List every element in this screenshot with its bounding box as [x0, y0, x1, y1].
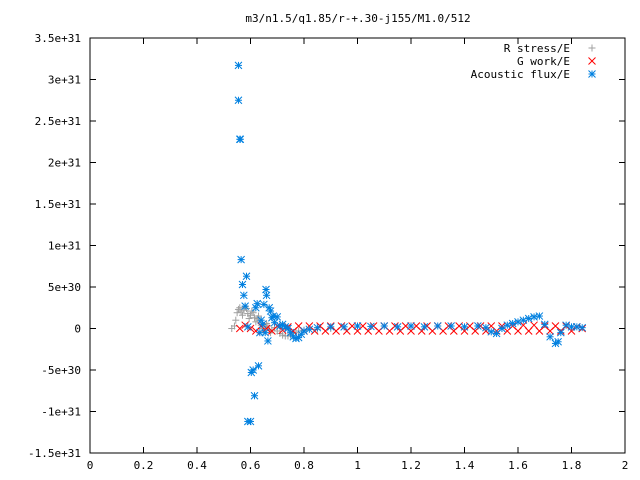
x-tick-label: 1.2 — [401, 459, 421, 472]
data-point — [519, 316, 528, 325]
x-tick-label: 1.6 — [508, 459, 528, 472]
data-point — [273, 313, 282, 321]
data-point — [249, 366, 258, 374]
data-point — [300, 327, 308, 335]
data-point — [326, 322, 335, 331]
data-point — [508, 319, 517, 328]
data-point — [261, 328, 270, 337]
legend-marker — [588, 70, 596, 78]
data-point — [235, 324, 244, 333]
y-tick-label: 3e+31 — [48, 74, 81, 87]
data-point — [313, 323, 322, 332]
data-point — [236, 304, 244, 312]
data-point — [250, 391, 259, 400]
data-point — [524, 314, 533, 323]
data-point — [239, 291, 248, 300]
data-point — [238, 280, 247, 289]
y-tick-label: 3.5e+31 — [35, 32, 81, 45]
x-tick-label: 0 — [87, 459, 94, 472]
axes: 0 0.2 0.4 0.6 0.8 1 1.2 1.4 1.6 1.8 2 3.5e+31 3e+31 2… — [28, 32, 628, 472]
data-point — [556, 328, 565, 337]
data-point — [234, 96, 243, 105]
data-point — [474, 322, 482, 330]
data-point — [245, 315, 253, 323]
data-point — [257, 316, 266, 325]
chart-title: m3/n1.5/q1.85/r-+.30-j155/M1.0/512 — [245, 12, 470, 25]
x-tick-label: 1.8 — [562, 459, 582, 472]
y-tick-label: -1e+31 — [41, 406, 81, 419]
x-tick-label: 0.4 — [187, 459, 207, 472]
data-point — [234, 61, 243, 70]
data-point — [264, 337, 272, 345]
data-point — [340, 322, 348, 331]
x-tick-label: 0.2 — [134, 459, 154, 472]
data-point — [546, 332, 554, 341]
data-point — [380, 322, 389, 330]
y-tick-label: 1e+31 — [48, 240, 81, 253]
data-point — [251, 303, 260, 312]
data-point — [393, 322, 402, 331]
data-point — [305, 325, 314, 334]
y-tick-label: 2e+31 — [48, 157, 81, 170]
data-point — [420, 322, 429, 331]
y-tick-label: 0 — [74, 323, 81, 336]
plot-frame — [89, 37, 626, 454]
legend-label: R stress/E — [504, 42, 570, 55]
x-tick-label: 0.6 — [241, 459, 261, 472]
data-point — [514, 318, 522, 326]
data-point — [242, 272, 251, 281]
data-point — [262, 291, 271, 300]
data-point — [540, 320, 549, 329]
x-tick-label: 0.8 — [294, 459, 314, 472]
data-point — [232, 316, 240, 324]
data-point — [353, 322, 362, 330]
data-point — [237, 255, 245, 264]
series-star — [234, 61, 587, 426]
y-tick-label: 1.5e+31 — [35, 198, 81, 211]
data-point — [243, 322, 252, 331]
data-point — [252, 318, 260, 326]
x-tick-label: 1.4 — [455, 459, 475, 472]
y-tick-label: 2.5e+31 — [35, 115, 81, 128]
legend-label: Acoustic flux/E — [471, 68, 570, 81]
data-point — [241, 302, 250, 310]
x-tick-label: 1 — [354, 459, 361, 472]
data-point — [255, 312, 263, 320]
data-point — [233, 309, 241, 317]
data-point — [503, 321, 512, 330]
data-point — [246, 417, 255, 426]
data-point — [460, 322, 469, 331]
legend-marker — [588, 57, 596, 65]
data-point — [248, 307, 256, 315]
legend-label: G work/E — [517, 55, 570, 68]
data-point — [264, 322, 272, 330]
data-marks — [228, 61, 587, 426]
data-point — [258, 320, 267, 329]
data-point — [447, 322, 455, 330]
data-point — [578, 323, 587, 332]
data-point — [487, 327, 496, 336]
data-point — [482, 323, 490, 332]
y-tick-label: -5e+30 — [41, 364, 81, 377]
data-point — [254, 361, 263, 370]
data-point — [238, 311, 246, 319]
data-point — [554, 337, 562, 346]
legend-marker — [588, 44, 596, 52]
data-point — [433, 322, 442, 330]
data-point — [535, 312, 544, 320]
data-point — [253, 299, 262, 308]
data-point — [236, 135, 245, 144]
y-tick-label: -1.5e+31 — [28, 447, 81, 460]
data-point — [562, 321, 571, 330]
y-tick-label: 5e+30 — [48, 281, 81, 294]
x-tick-label: 2 — [622, 459, 629, 472]
data-point — [407, 322, 415, 330]
data-point — [367, 322, 375, 331]
